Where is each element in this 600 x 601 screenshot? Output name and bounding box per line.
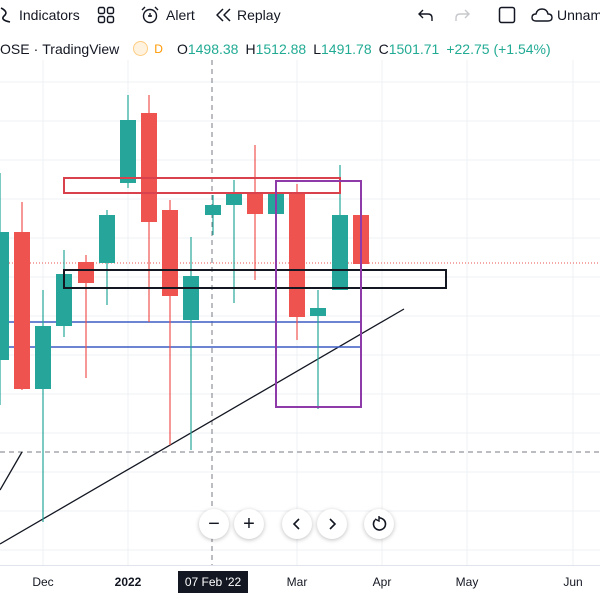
high-key: H [245,41,256,57]
undo-button[interactable] [418,5,434,25]
candle-down [141,113,157,222]
low-key: L [313,41,321,57]
candle-down [14,232,30,389]
scroll-left-button[interactable] [282,509,312,539]
cloud-icon [531,8,553,22]
replay-button[interactable]: Replay [214,5,281,25]
low-value: 1491.78 [321,41,372,57]
open-value: 1498.38 [187,41,239,57]
alert-label: Alert [166,7,195,23]
reset-icon [372,516,387,531]
symbol-name[interactable]: OSE [0,41,30,57]
candle-down [247,193,263,214]
zoom-in-button[interactable]: + [234,509,264,539]
square-icon [498,6,516,24]
layout-name-button[interactable]: Unnam [531,5,600,25]
chevron-right-icon [329,518,337,530]
candle-up [205,205,221,215]
chart-pane[interactable] [0,60,600,565]
trend-line-short[interactable] [0,451,23,491]
candles [0,95,369,522]
x-tick-label: 2022 [114,575,142,589]
candle-down [289,193,305,317]
layout-name-label: Unnam [557,7,600,23]
redo-button[interactable] [454,5,470,25]
data-source: TradingView [42,41,120,57]
purple-rectangle-zone[interactable] [275,180,362,408]
alarm-clock-icon [141,6,159,24]
plus-icon: + [243,513,255,535]
reset-chart-button[interactable] [364,509,394,539]
scroll-right-button[interactable] [317,509,347,539]
candle-up [332,215,348,290]
candle-up [99,215,115,263]
x-tick-label: Dec [32,575,54,589]
close-key: C [378,41,389,57]
trend-line[interactable] [0,308,405,545]
fullscreen-button[interactable] [498,5,516,25]
candle-down [78,262,94,283]
change-value: +22.75 (+1.54%) [446,41,551,57]
legend-separator: · [33,41,39,57]
candle-up [183,276,199,320]
candle-up [120,120,136,183]
candle-up [0,232,9,360]
red-rectangle-zone[interactable] [63,177,341,194]
candle-up [310,308,326,316]
top-toolbar: Indicators Alert Replay [0,0,600,30]
indicators-label: Indicators [19,7,80,23]
alert-button[interactable]: Alert [140,5,195,25]
chevron-left-icon [292,518,300,530]
close-value: 1501.71 [388,41,440,57]
undo-icon [418,9,433,21]
templates-button[interactable] [97,5,115,25]
interval-badge: D [154,42,163,56]
grid-icon [97,6,115,24]
candle-up [35,326,51,389]
minus-icon: − [208,513,220,535]
crosshair-date-label: 07 Feb '22 [178,571,248,593]
x-tick-label: Jun [563,575,583,589]
replay-icon [216,8,231,22]
x-tick-label: May [455,575,479,589]
indicators-icon [0,7,11,23]
high-value: 1512.88 [255,41,307,57]
x-tick-label: Mar [286,575,308,589]
x-tick-label: Apr [372,575,392,589]
indicators-button[interactable]: Indicators [0,5,80,25]
zoom-out-button[interactable]: − [199,509,229,539]
candle-up [226,194,242,205]
replay-label: Replay [237,7,281,23]
redo-icon [455,9,470,21]
open-key: O [176,41,188,57]
black-rectangle-zone[interactable] [63,269,447,289]
market-status-icon [133,40,149,56]
time-axis[interactable]: Dec 2022 Mar Apr May Jun 07 Feb '22 [0,565,600,601]
candle-down [162,210,178,296]
